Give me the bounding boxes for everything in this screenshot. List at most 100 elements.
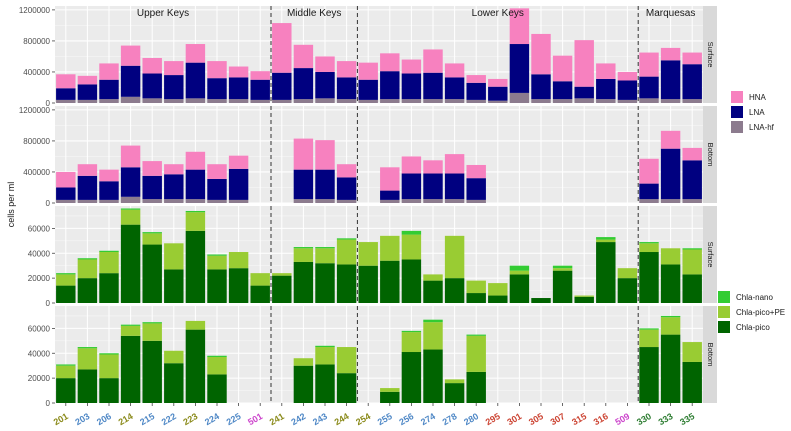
bar-hna-243 xyxy=(315,56,335,72)
bar-chla-pico-pe-206 xyxy=(99,354,119,379)
bar-hna-215 xyxy=(142,57,162,74)
bar-hna-509 xyxy=(617,71,638,81)
bar-lna-206 xyxy=(99,181,119,200)
bar-lna-hf-243 xyxy=(315,199,335,203)
bar-chla-pico-203 xyxy=(77,369,98,403)
bar-lna-201 xyxy=(56,187,76,200)
bar-chla-pico-225 xyxy=(228,268,249,303)
bar-chla-pico-330 xyxy=(639,347,659,403)
bar-chla-pico-243 xyxy=(315,364,335,403)
bar-chla-nano-203 xyxy=(77,258,98,260)
x-tick-label-224: 224 xyxy=(203,411,221,426)
bar-chla-pico-201 xyxy=(56,378,76,403)
bar-chla-pico-pe-307 xyxy=(552,268,573,271)
bar-chla-pico-pe-274 xyxy=(423,274,443,281)
bar-lna-hf-335 xyxy=(682,199,702,203)
bar-lna-242 xyxy=(293,68,314,100)
x-tick-label-307: 307 xyxy=(549,411,567,426)
bar-lna-hf-274 xyxy=(423,199,443,203)
y-axis-title: cells per ml xyxy=(6,182,16,228)
bar-lna-203 xyxy=(77,84,98,100)
legend-key xyxy=(718,291,730,303)
bar-chla-nano-201 xyxy=(56,364,76,366)
bar-lna-hf-333 xyxy=(660,99,681,103)
bar-hna-201 xyxy=(56,74,76,89)
bar-hna-316 xyxy=(596,63,616,79)
bar-chla-pico-206 xyxy=(99,273,119,303)
bar-chla-pico-pe-501 xyxy=(250,273,270,286)
region-label: Upper Keys xyxy=(137,8,189,19)
bar-chla-nano-256 xyxy=(401,330,422,333)
bar-lna-274 xyxy=(423,173,443,200)
x-tick-label-254: 254 xyxy=(354,411,372,426)
bar-lna-203 xyxy=(77,175,98,200)
x-tick-label-223: 223 xyxy=(181,411,199,426)
bar-lna-225 xyxy=(228,168,249,200)
bar-chla-nano-203 xyxy=(77,347,98,349)
bar-lna-hf-214 xyxy=(120,96,141,103)
bar-lna-215 xyxy=(142,73,162,99)
bar-chla-pico-335 xyxy=(682,361,702,403)
bar-chla-pico-pe-301 xyxy=(509,270,530,275)
bar-chla-pico-pe-243 xyxy=(315,347,335,365)
x-tick-label-295: 295 xyxy=(484,411,502,426)
bar-lna-280 xyxy=(466,82,486,100)
bar-chla-pico-pe-222 xyxy=(164,243,184,270)
bar-lna-242 xyxy=(293,169,314,200)
bar-chla-pico-pe-315 xyxy=(574,295,594,297)
bar-hna-222 xyxy=(164,164,184,175)
bar-hna-333 xyxy=(660,130,681,149)
bar-chla-pico-255 xyxy=(380,260,400,303)
bar-chla-pico-278 xyxy=(444,383,465,403)
x-tick-label-280: 280 xyxy=(462,411,480,426)
y-tick-label: 40000 xyxy=(28,349,51,358)
bar-chla-pico-243 xyxy=(315,263,335,303)
bar-lna-hf-256 xyxy=(401,99,422,103)
bar-lna-hf-255 xyxy=(380,99,400,103)
legend-key xyxy=(731,121,743,133)
bar-chla-nano-280 xyxy=(466,334,486,336)
bar-chla-nano-301 xyxy=(509,265,530,271)
bar-lna-255 xyxy=(380,190,400,200)
bar-chla-pico-pe-242 xyxy=(293,358,314,366)
legend-label: LNA-hf xyxy=(749,123,775,132)
bar-chla-pico-pe-330 xyxy=(639,243,659,253)
bar-lna-256 xyxy=(401,73,422,100)
bar-chla-pico-pe-206 xyxy=(99,252,119,274)
legend-label: Chla-pico+PE xyxy=(736,308,785,317)
bar-chla-pico-pe-333 xyxy=(660,248,681,265)
bar-chla-pico-pe-316 xyxy=(596,239,616,243)
facet-strip xyxy=(703,306,717,403)
bar-chla-nano-243 xyxy=(315,345,335,348)
bar-lna-hf-280 xyxy=(466,99,486,103)
bar-lna-335 xyxy=(682,160,702,200)
bar-lna-hf-315 xyxy=(574,98,594,103)
bar-hna-301 xyxy=(509,8,530,45)
bar-chla-nano-330 xyxy=(639,328,659,330)
x-tick-label-301: 301 xyxy=(505,411,523,426)
bar-lna-hf-201 xyxy=(56,99,76,103)
bar-hna-223 xyxy=(185,151,206,170)
bar-lna-255 xyxy=(380,71,400,100)
bar-chla-pico-pe-215 xyxy=(142,233,162,245)
bar-chla-pico-pe-333 xyxy=(660,317,681,335)
bar-lna-330 xyxy=(639,76,659,99)
x-tick-label-305: 305 xyxy=(527,411,545,426)
bar-chla-pico-pe-254 xyxy=(358,242,378,266)
x-tick-label-244: 244 xyxy=(333,411,351,426)
bar-hna-222 xyxy=(164,61,184,76)
bar-chla-pico-pe-295 xyxy=(488,283,508,296)
bar-chla-nano-214 xyxy=(120,324,141,326)
bar-chla-pico-pe-224 xyxy=(207,255,227,270)
panel-bacteria-bottom: 0 400000 800000 1200000 Bottom xyxy=(19,106,717,208)
y-tick-label: 20000 xyxy=(28,274,51,283)
bar-chla-pico-242 xyxy=(293,261,314,303)
bar-chla-pico-pe-244 xyxy=(336,239,357,265)
bar-chla-pico-201 xyxy=(56,285,76,303)
bar-hna-255 xyxy=(380,53,400,72)
bar-chla-pico-256 xyxy=(401,259,422,303)
bar-lna-254 xyxy=(358,79,378,100)
bar-hna-224 xyxy=(207,61,227,79)
bar-chla-pico-pe-201 xyxy=(56,274,76,286)
bar-lna-hf-242 xyxy=(293,199,314,203)
